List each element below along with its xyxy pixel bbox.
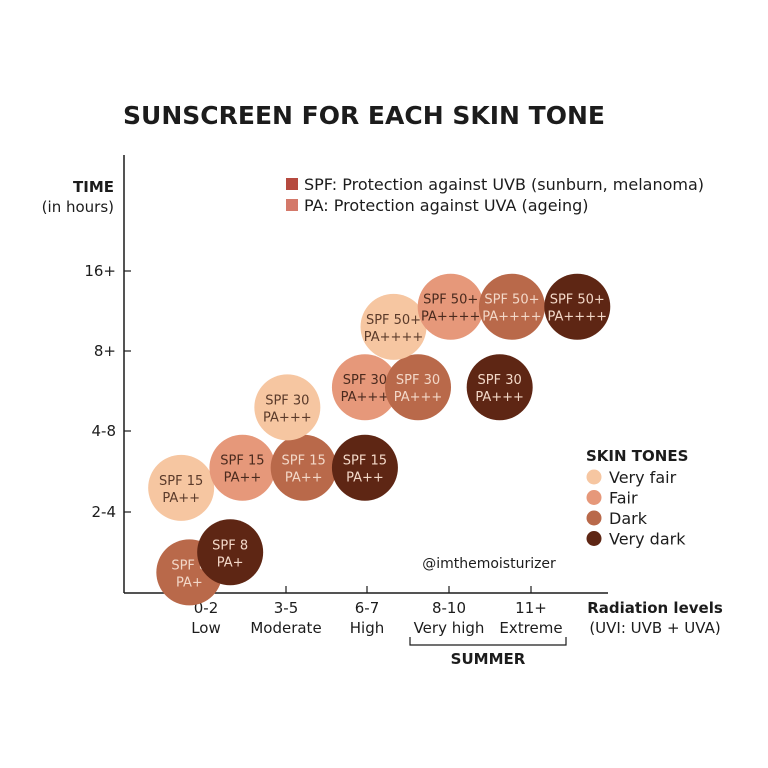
skin-tones-title: SKIN TONES — [586, 447, 688, 465]
bubble-spf-label: SPF 50+ — [550, 293, 605, 308]
bubble-pa-label: PA++++ — [482, 310, 541, 325]
x-tick-name: Low — [191, 619, 221, 637]
bubble-spf-label: SPF 30 — [396, 373, 440, 388]
bubble-pa-label: PA++ — [162, 491, 200, 506]
x-tick-range: 3-5 — [274, 599, 299, 617]
skin-legend-label-dark: Dark — [609, 509, 648, 528]
summer-label: SUMMER — [451, 650, 526, 668]
summer-bracket — [409, 637, 567, 646]
skin-legend-swatch-very_dark — [586, 531, 602, 546]
bubble-pa-label: PA+ — [217, 555, 244, 570]
bubble-spf-label: SPF 15 — [220, 454, 264, 469]
x-tick-name: High — [350, 619, 384, 637]
bubble-pa-label: PA++++ — [548, 310, 607, 325]
bubble-fair-3 — [209, 434, 276, 501]
bubble-spf-label: SPF 50+ — [423, 293, 478, 308]
x-tick-name: Very high — [414, 619, 485, 637]
bubble-pa-label: PA++ — [346, 471, 384, 486]
protection-legend: SPF: Protection against UVB (sunburn, me… — [286, 175, 704, 215]
x-axis-subtitle: (UVI: UVB + UVA) — [589, 619, 720, 637]
skin-legend-swatch-very_fair — [586, 469, 602, 485]
bubble-spf-label: SPF 50+ — [484, 293, 539, 308]
bubble-very_fair-10 — [360, 293, 427, 360]
y-tick-label: 4-8 — [92, 422, 117, 440]
bubble-very_fair-2 — [148, 454, 215, 521]
spf-legend-label: SPF: Protection against UVB (sunburn, me… — [304, 175, 704, 194]
bubble-spf-label: SPF 8 — [171, 558, 207, 573]
bubble-spf-label: SPF 30 — [265, 393, 309, 408]
bubble-pa-label: PA++ — [285, 471, 323, 486]
x-tick-range: 8-10 — [432, 599, 466, 617]
x-tick-range: 6-7 — [355, 599, 380, 617]
bubble-pa-label: PA++ — [224, 471, 262, 486]
x-tick-name: Moderate — [250, 619, 321, 637]
bubble-dark-8 — [385, 354, 452, 421]
bubble-spf-label: SPF 15 — [159, 474, 203, 489]
bubbles: SPF 8 PA+ SPF 8 PA+ SPF 15 PA++ SPF 15 PA++ SPF … — [148, 273, 611, 606]
y-ticks: 2-4 4-8 8+ 16+ — [84, 262, 131, 521]
bubble-spf-label: SPF 50+ — [366, 313, 421, 328]
bubble-fair-7 — [331, 354, 398, 421]
bubble-pa-label: PA+++ — [263, 410, 312, 425]
skin-legend-swatch-fair — [586, 490, 602, 505]
skin-legend-label-very_fair: Very fair — [609, 468, 677, 487]
y-axis-title: TIME — [73, 178, 114, 196]
x-ticks: 0-2 Low 3-5 Moderate 6-7 High 8-10 Very … — [191, 586, 563, 637]
x-tick-range: 11+ — [515, 599, 547, 617]
bubble-dark-4 — [270, 434, 337, 501]
bubble-very_dark-1 — [197, 519, 264, 586]
credit-handle: @imthemoisturizer — [422, 556, 556, 572]
bubble-spf-label: SPF 15 — [343, 454, 387, 469]
y-tick-label: 2-4 — [92, 503, 117, 521]
bubble-pa-label: PA++++ — [364, 330, 423, 345]
bubble-spf-label: SPF 30 — [343, 373, 387, 388]
bubble-spf-label: SPF 15 — [282, 454, 326, 469]
x-tick-name: Extreme — [499, 619, 562, 637]
bubble-very_dark-9 — [466, 354, 533, 421]
bubble-fair-11 — [417, 273, 484, 340]
y-tick-label: 8+ — [94, 342, 116, 360]
y-axis-subtitle: (in hours) — [42, 198, 114, 216]
skin-legend-swatch-dark — [586, 510, 602, 526]
pa-legend-swatch — [286, 199, 298, 211]
bubble-pa-label: PA+++ — [475, 390, 524, 405]
bubble-spf-label: SPF 8 — [212, 538, 248, 553]
bubble-dark-12 — [478, 273, 545, 340]
bubble-spf-label: SPF 30 — [478, 373, 522, 388]
y-tick-label: 16+ — [84, 262, 116, 280]
bubble-very_fair-6 — [254, 374, 321, 441]
bubble-very_dark-5 — [331, 434, 398, 501]
bubble-pa-label: PA+++ — [341, 390, 390, 405]
pa-legend-label: PA: Protection against UVA (ageing) — [304, 196, 589, 215]
skin-legend-label-fair: Fair — [609, 489, 638, 508]
bubble-pa-label: PA+++ — [394, 390, 443, 405]
chart-title: SUNSCREEN FOR EACH SKIN TONE — [123, 101, 605, 130]
bubble-pa-label: PA+ — [176, 575, 203, 590]
bubble-pa-label: PA++++ — [421, 310, 480, 325]
spf-legend-swatch — [286, 178, 298, 190]
bubble-very_dark-13 — [544, 273, 611, 340]
x-axis-title: Radiation levels — [587, 599, 723, 617]
skin-legend-label-very_dark: Very dark — [609, 530, 686, 549]
